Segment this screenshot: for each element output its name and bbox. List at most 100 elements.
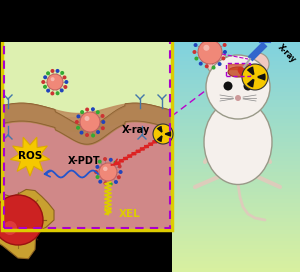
Bar <box>172 96 300 100</box>
Circle shape <box>109 158 113 162</box>
Circle shape <box>224 82 232 91</box>
Circle shape <box>109 182 113 186</box>
Wedge shape <box>157 126 163 134</box>
Circle shape <box>161 132 165 136</box>
Bar <box>172 80 300 84</box>
Circle shape <box>99 163 117 181</box>
Bar <box>2 117 172 230</box>
Circle shape <box>203 45 209 51</box>
Bar <box>172 268 300 272</box>
Bar <box>172 184 300 188</box>
Circle shape <box>101 120 105 124</box>
Wedge shape <box>247 66 255 77</box>
Circle shape <box>103 166 108 171</box>
Circle shape <box>212 66 216 70</box>
Circle shape <box>3 221 17 235</box>
Circle shape <box>56 69 59 73</box>
Circle shape <box>41 80 45 84</box>
Circle shape <box>80 112 100 132</box>
Wedge shape <box>255 73 266 81</box>
Bar <box>172 134 300 138</box>
Bar <box>172 230 300 234</box>
Text: XEL: XEL <box>119 209 141 219</box>
Bar <box>172 257 300 261</box>
Circle shape <box>103 157 107 161</box>
Bar <box>172 92 300 96</box>
Bar <box>172 157 300 161</box>
Bar <box>172 107 300 111</box>
Circle shape <box>91 134 95 138</box>
Bar <box>172 237 300 241</box>
Circle shape <box>247 53 269 75</box>
Bar <box>172 46 300 50</box>
Circle shape <box>206 55 270 119</box>
Circle shape <box>64 80 68 84</box>
Bar <box>172 54 300 57</box>
Bar <box>172 61 300 65</box>
Bar <box>172 264 300 268</box>
Bar <box>172 84 300 88</box>
Bar <box>172 100 300 103</box>
Bar <box>172 111 300 115</box>
Circle shape <box>118 164 122 168</box>
Bar <box>172 115 300 119</box>
Circle shape <box>217 38 221 42</box>
Bar <box>172 207 300 211</box>
Circle shape <box>76 115 80 118</box>
Circle shape <box>101 126 105 130</box>
Circle shape <box>205 35 208 39</box>
Bar <box>172 172 300 176</box>
Bar <box>172 241 300 245</box>
Circle shape <box>63 85 68 89</box>
Text: X-ray: X-ray <box>122 125 150 135</box>
Circle shape <box>205 64 209 68</box>
Bar <box>172 226 300 230</box>
Bar <box>172 50 300 54</box>
Polygon shape <box>10 137 50 176</box>
Polygon shape <box>0 190 54 259</box>
Bar <box>172 222 300 226</box>
Circle shape <box>235 95 241 101</box>
Bar <box>172 122 300 126</box>
Circle shape <box>50 69 55 73</box>
Circle shape <box>85 116 89 121</box>
Circle shape <box>75 120 79 124</box>
Circle shape <box>194 57 198 61</box>
Circle shape <box>212 34 216 38</box>
Circle shape <box>198 40 222 64</box>
Bar <box>172 195 300 199</box>
Circle shape <box>76 126 80 130</box>
Ellipse shape <box>204 100 272 184</box>
Circle shape <box>153 124 173 144</box>
Circle shape <box>51 77 55 81</box>
Circle shape <box>193 50 196 54</box>
Bar <box>172 253 300 257</box>
Bar <box>172 203 300 207</box>
Bar <box>172 199 300 203</box>
Circle shape <box>244 82 253 91</box>
Circle shape <box>94 170 98 174</box>
Bar <box>172 234 300 237</box>
Circle shape <box>91 107 95 111</box>
Bar <box>172 88 300 92</box>
Wedge shape <box>163 131 171 137</box>
Bar <box>172 218 300 222</box>
Circle shape <box>50 91 54 95</box>
Bar <box>172 42 300 46</box>
Circle shape <box>113 160 118 165</box>
Circle shape <box>95 175 100 179</box>
Circle shape <box>223 50 227 54</box>
Circle shape <box>95 165 99 169</box>
Bar <box>172 261 300 264</box>
Bar <box>172 165 300 168</box>
Text: X-PDT: X-PDT <box>68 156 101 166</box>
Text: X-ray: X-ray <box>276 43 298 65</box>
Text: ROS: ROS <box>18 151 42 161</box>
Circle shape <box>118 170 123 174</box>
Circle shape <box>80 110 84 114</box>
Circle shape <box>194 43 198 47</box>
Bar <box>172 119 300 122</box>
Circle shape <box>223 43 226 47</box>
Circle shape <box>100 114 105 118</box>
Circle shape <box>47 74 63 90</box>
